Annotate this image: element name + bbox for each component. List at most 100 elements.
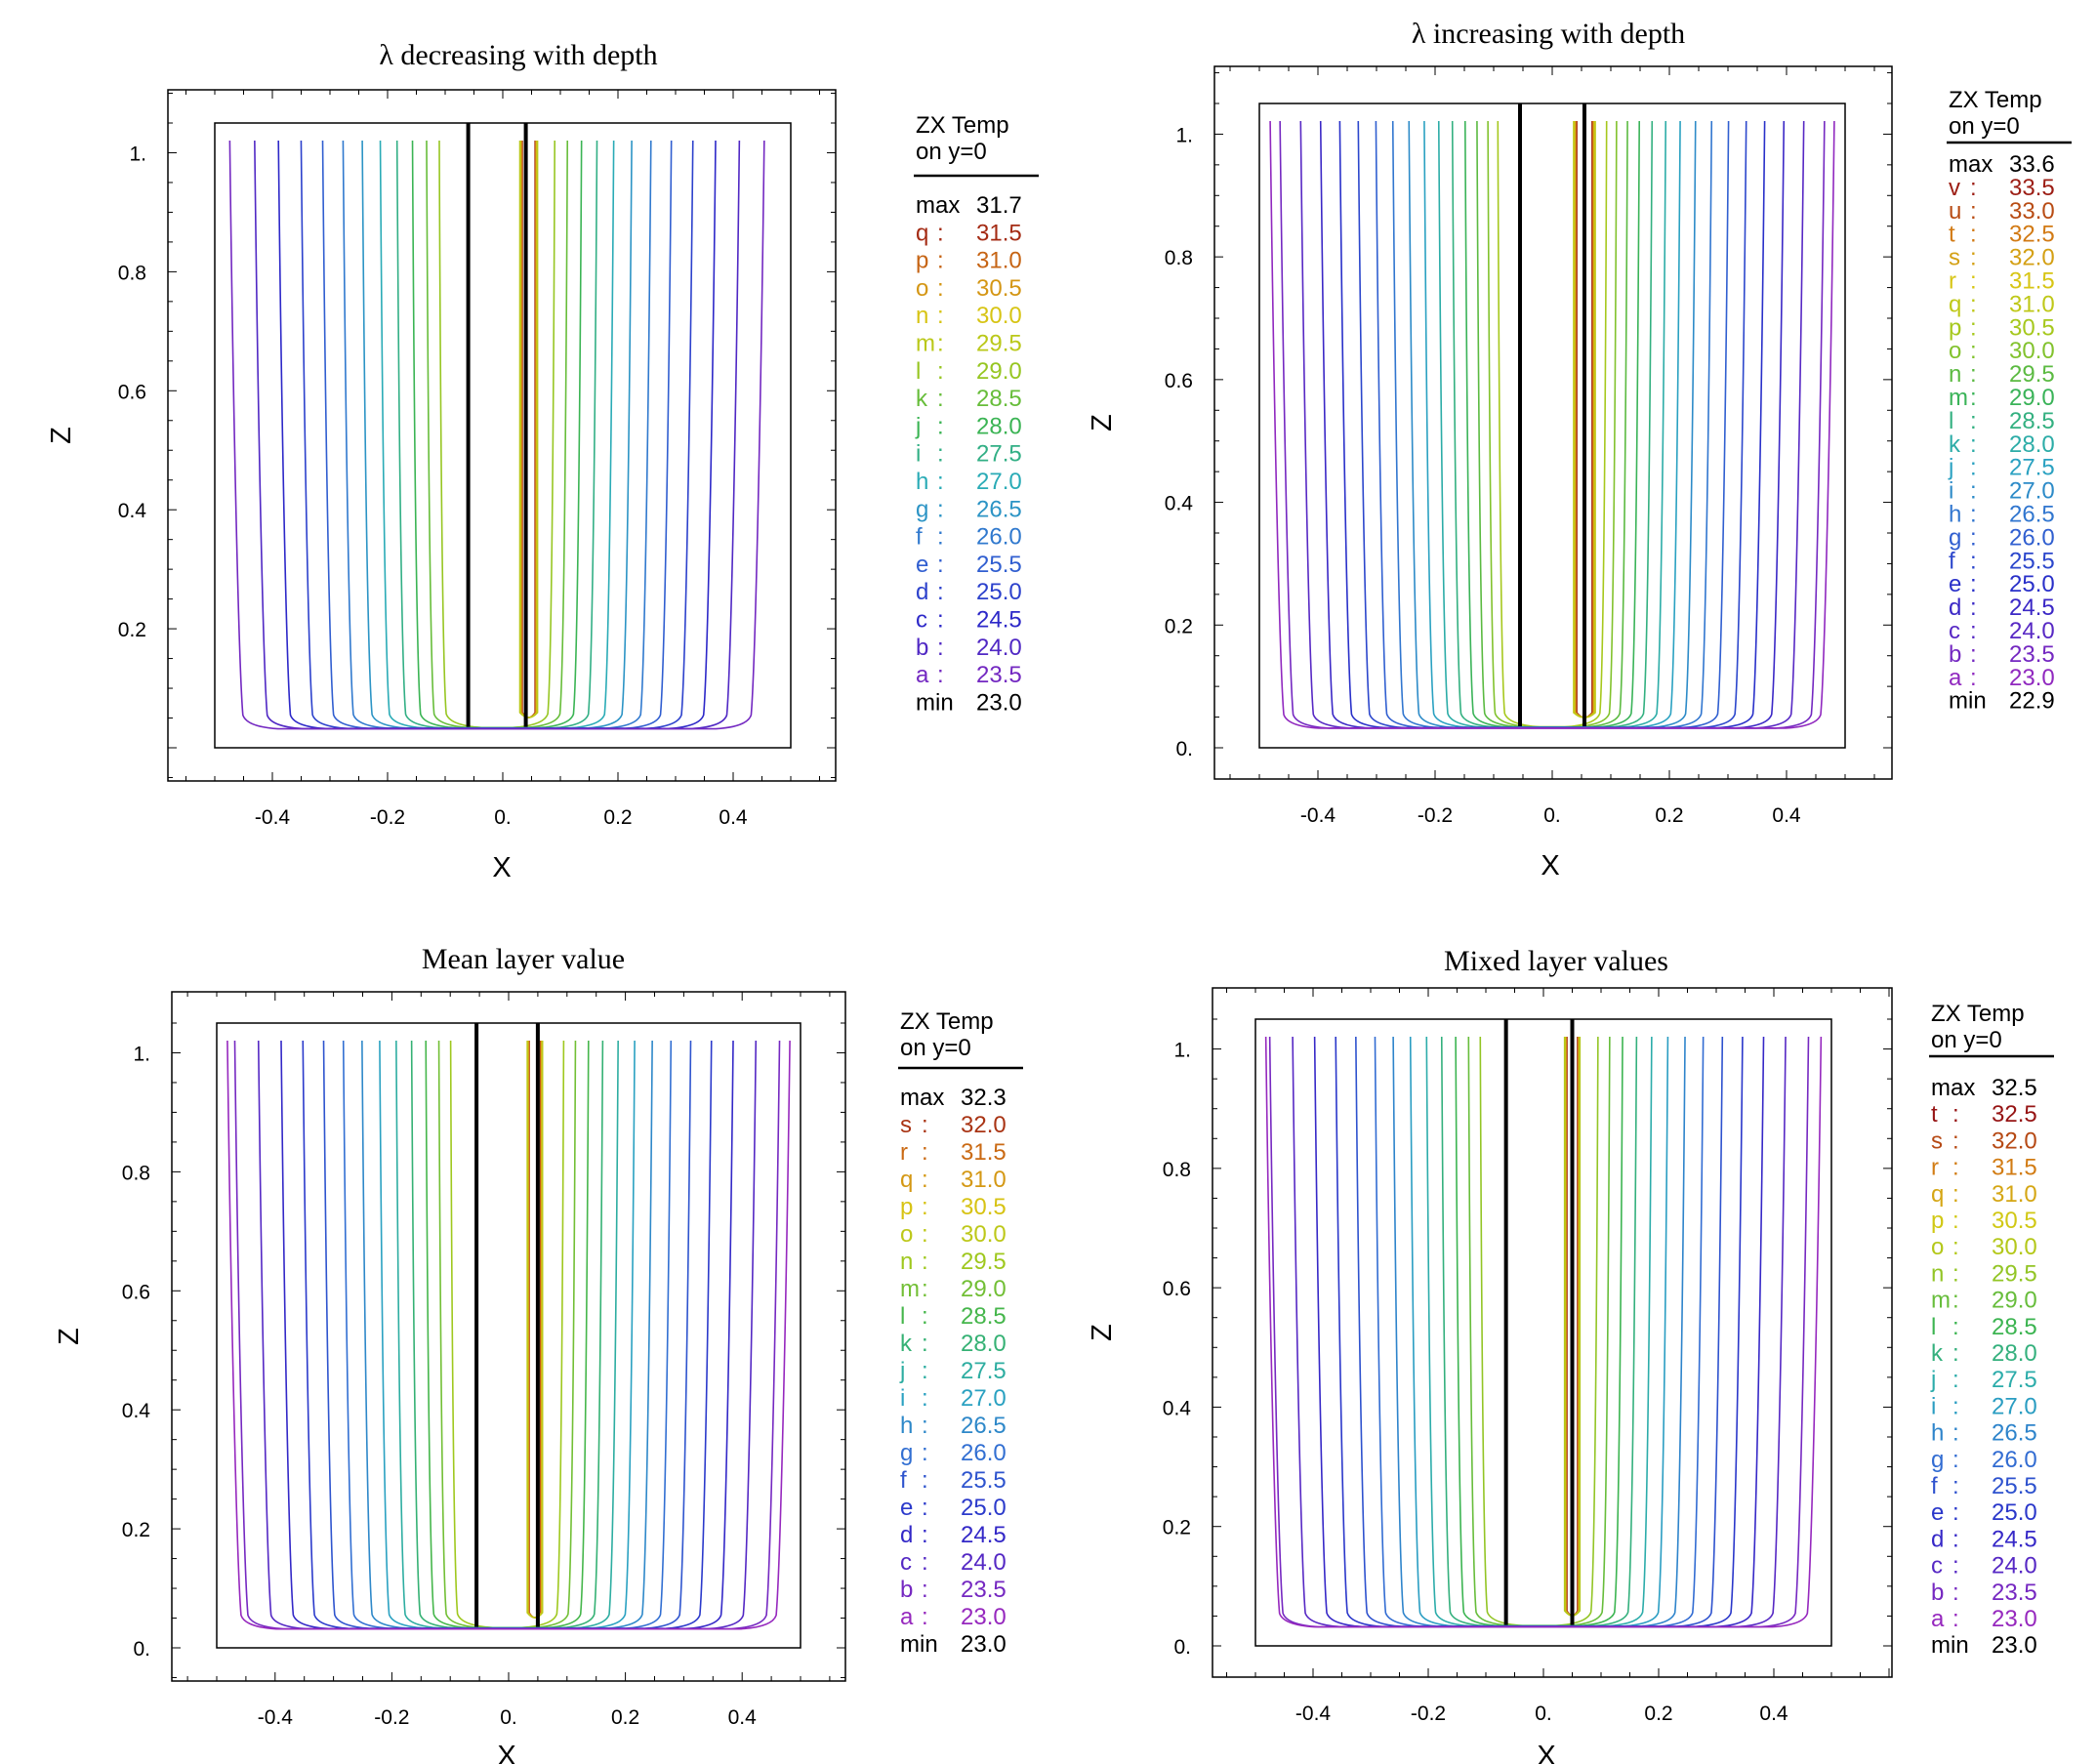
contour-line-d [1319,120,1786,729]
contour-line-k [1437,120,1667,728]
legend-min-label: min [900,1631,938,1658]
legend-colon: : [1952,1367,1959,1393]
legend-value: 26.0 [1992,1447,2037,1473]
y-tick-label: 0.6 [1165,370,1193,392]
dike-walls [1503,1019,1575,1625]
legend-colon: : [1952,1208,1959,1234]
legend-title-line: ZX Temp [900,1008,994,1035]
plot-frame [171,991,846,1682]
legend-value: 31.0 [961,1167,1007,1193]
legend-value: 31.5 [976,220,1022,246]
legend-max-label: max [900,1085,944,1111]
contour-line-d [280,1040,734,1630]
contour-line-i [1408,120,1697,729]
contour-line-l [425,1040,590,1629]
y-tick-label: 1. [1175,124,1193,146]
legend-colon: : [937,441,944,468]
legend-value: 30.0 [961,1221,1007,1248]
domain-box [1258,103,1846,749]
x-tick-label: 0. [1535,1702,1552,1725]
x-tick-label: 0. [1543,804,1561,827]
legend-max-value: 31.7 [976,192,1022,219]
legend-colon: : [1952,1288,1959,1314]
legend-value: 30.0 [976,303,1022,329]
legend-value: 27.0 [2009,478,2055,505]
contour-line-a [1269,120,1835,729]
legend-key: c [1931,1553,1943,1579]
contour-line-j [411,140,583,729]
legend-key: m [1949,385,1968,411]
legend-key: a [916,662,929,688]
legend-value: 26.5 [2009,502,2055,528]
x-tick-label: -0.2 [1418,804,1453,827]
legend-value: 28.5 [2009,408,2055,434]
legend-value: 24.5 [1992,1526,2037,1552]
legend-key: l [916,358,921,385]
legend-value: 30.5 [1992,1208,2037,1234]
legend-key: i [900,1385,905,1412]
legend-min-label: min [1931,1632,1969,1659]
y-tick-label: 1. [1173,1040,1191,1062]
legend-colon: : [1970,571,1977,597]
legend-colon: : [922,1249,928,1275]
legend-colon: : [1952,1314,1959,1340]
contour-line-j [1423,120,1681,728]
legend-colon: : [1970,198,1977,225]
y-axis-label: Z [1087,414,1118,431]
legend-colon: : [922,1522,928,1548]
legend-value: 29.5 [961,1249,1007,1275]
legend-value: 23.5 [976,662,1022,688]
contour-line-a [228,140,765,730]
legend-min-value: 22.9 [2009,688,2055,715]
tick-marks [1214,66,1892,779]
legend-value: 24.0 [976,635,1022,661]
y-tick-label: 0.2 [1163,1517,1191,1539]
legend-colon: : [937,386,944,412]
legend-key: e [1931,1499,1944,1526]
legend-key: b [916,635,928,661]
legend-value: 25.0 [2009,571,2055,597]
legend-value: 30.5 [961,1194,1007,1220]
legend-colon: : [1970,618,1977,644]
legend-colon: : [922,1413,928,1439]
contour-line-h [1392,1036,1686,1627]
chart-panel-2: λ increasing with depth -0.4 -0.2 0. 0.2 0.4 0… [1087,18,2072,882]
legend-value: 28.5 [976,386,1022,412]
legend-key: t [1949,222,1955,248]
legend-value: 32.5 [2009,222,2055,248]
plot-frame [167,89,837,782]
legend-value: 25.5 [2009,548,2055,574]
legend-value: 31.0 [1992,1181,2037,1208]
legend-value: 32.5 [1992,1101,2037,1128]
legend-value: 28.0 [976,413,1022,439]
legend-colon: : [922,1495,928,1521]
contour-line-c [1292,1036,1787,1628]
x-tick-label: -0.2 [374,1706,409,1729]
legend-value: 26.0 [961,1440,1007,1466]
legend-key: n [900,1249,913,1275]
legend-colon: : [937,607,944,634]
legend-value: 29.0 [2009,385,2055,411]
contour-line-d [300,140,694,730]
legend-key: p [1949,314,1961,341]
legend-key: j [899,1358,905,1384]
legend-value: 23.0 [1992,1606,2037,1632]
contour-line-k [426,140,569,729]
legend-max-label: max [1931,1075,1975,1101]
legend-colon: : [1970,268,1977,295]
legend-colon: : [1970,641,1977,668]
legend-colon: : [922,1549,928,1576]
legend-key: f [1949,548,1955,574]
legend-colon: : [1970,175,1977,201]
legend-key: l [1949,408,1953,434]
legend-colon: : [1952,1101,1959,1128]
legend-colon: : [1952,1447,1959,1473]
legend-key: f [916,524,923,551]
legend-key: c [1949,618,1960,644]
legend-min-label: min [916,689,954,716]
contour-line-o [1487,120,1618,728]
legend-key: o [1949,338,1961,364]
legend-colon: : [922,1167,928,1193]
legend-key: m [916,331,935,357]
